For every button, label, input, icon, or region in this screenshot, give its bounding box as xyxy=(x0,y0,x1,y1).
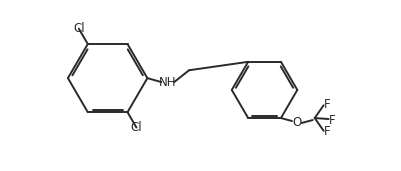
Text: Cl: Cl xyxy=(73,22,85,35)
Text: F: F xyxy=(324,125,331,138)
Text: F: F xyxy=(324,98,331,111)
Text: F: F xyxy=(329,114,336,127)
Text: O: O xyxy=(292,116,302,129)
Text: NH: NH xyxy=(158,76,176,89)
Text: Cl: Cl xyxy=(131,121,142,134)
